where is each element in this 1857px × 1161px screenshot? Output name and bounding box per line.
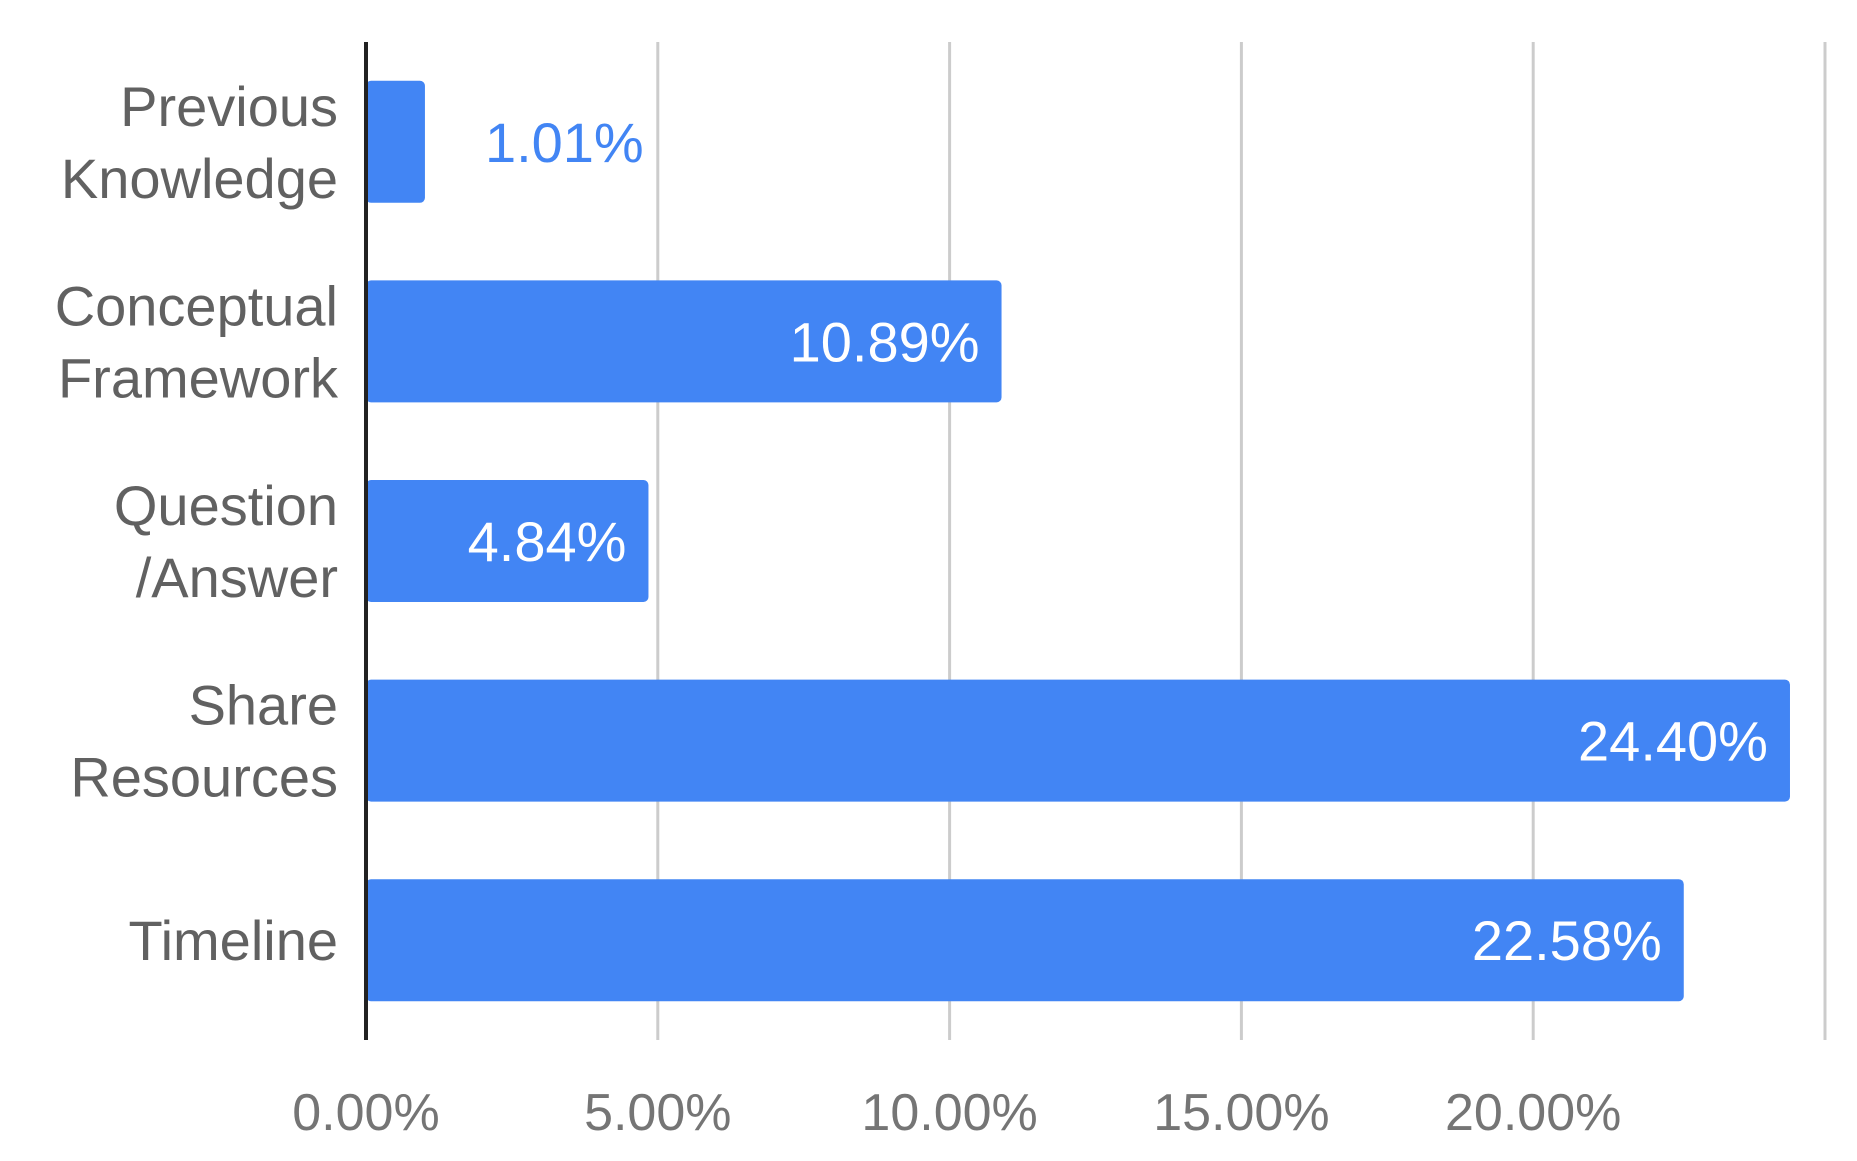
category-label: Timeline [128,909,338,972]
data-label: 24.40% [1578,710,1768,773]
bars [366,80,1790,1002]
data-label: 1.01% [485,111,644,174]
bar [366,879,1684,1002]
data-label: 22.58% [1472,909,1662,972]
bar [366,80,425,203]
category-label: Share Resources [70,674,338,809]
x-tick-label: 0.00% [292,1084,439,1142]
gridlines [656,42,1827,1040]
tick-labels: 0.00% 5.00% 10.00% 15.00% 20.00% [292,1084,1621,1142]
x-tick-label: 10.00% [861,1084,1037,1142]
x-tick-label: 20.00% [1445,1084,1621,1142]
bar [366,679,1790,802]
data-labels: 1.01% 10.89% 4.84% 24.40% 22.58% [468,111,1768,972]
data-label: 4.84% [468,510,627,573]
x-tick-label: 5.00% [584,1084,731,1142]
x-tick-label: 15.00% [1153,1084,1329,1142]
bar [366,280,1002,403]
category-label: Conceptual Framework [55,274,339,409]
category-label: Question/Answer [114,474,338,609]
category-label: Previous Knowledge [61,75,338,210]
data-label: 10.89% [790,310,980,373]
category-labels: Previous Knowledge Conceptual Framework Ques… [55,75,339,972]
bar [366,480,649,602]
